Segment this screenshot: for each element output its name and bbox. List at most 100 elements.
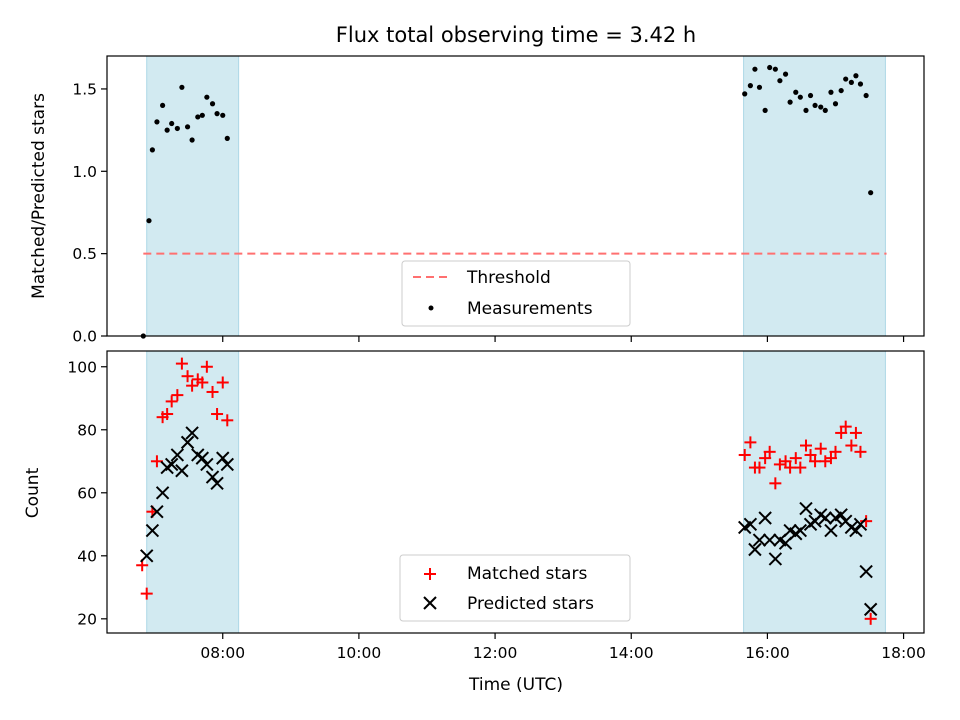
count-y-axis-label: Count — [23, 467, 43, 518]
predicted-star-point — [863, 602, 878, 617]
predicted-star-point — [818, 511, 832, 525]
count-panel-frame — [106, 350, 925, 634]
matched-star-point — [186, 379, 199, 392]
matched-star-point — [753, 461, 766, 474]
predicted-star-point — [210, 476, 224, 491]
measurement-point — [189, 137, 195, 143]
ratio-y-tick-label: 0.0 — [72, 328, 97, 346]
predicted-star-point — [205, 470, 220, 484]
measurement-point — [843, 76, 849, 82]
matched-star-point — [738, 448, 751, 461]
count-y-tick-label: 40 — [77, 547, 97, 565]
ratio-y-tick-label: 1.0 — [72, 163, 97, 181]
measurement-point — [828, 89, 834, 95]
predicted-star-point — [748, 542, 762, 557]
x-tick-label: 18:00 — [881, 644, 926, 662]
measurement-point — [174, 125, 180, 132]
matched-star-point — [211, 408, 224, 421]
ratio-y-tick-label: 1.5 — [72, 80, 97, 98]
predicted-legend-label: Predicted stars — [467, 594, 594, 614]
measurement-point — [146, 218, 152, 224]
predicted-star-point — [155, 486, 170, 500]
measurement-point — [797, 94, 803, 100]
measurement-point — [179, 84, 185, 90]
matched-star-point — [150, 455, 163, 468]
measurement-point — [756, 84, 763, 90]
threshold-legend-label: Threshold — [466, 268, 551, 288]
ratio-panel: 0.0 0.5 1.0 1.5 Matched/Predicted stars Thr… — [29, 55, 925, 346]
count-legend: Matched stars Predicted stars — [399, 554, 631, 622]
matched-star-point — [845, 439, 858, 452]
predicted-star-point — [824, 523, 838, 538]
predicted-star-point — [220, 457, 234, 472]
measurement-point — [762, 107, 768, 113]
matched-star-point — [744, 436, 757, 449]
chart-title: Flux total observing time = 3.42 h — [336, 23, 696, 47]
count-y-tick-label: 100 — [67, 358, 97, 376]
measurement-point — [154, 119, 160, 125]
matched-star-point — [824, 452, 837, 465]
ratio-shaded-interval-2 — [743, 55, 886, 337]
matched-star-point — [784, 461, 797, 474]
predicted-star-point — [216, 451, 230, 465]
measurement-point — [220, 112, 226, 118]
predicted-star-point — [853, 517, 868, 532]
measurement-point — [169, 120, 175, 127]
measurement-point — [838, 87, 844, 94]
measurement-point — [160, 102, 166, 109]
measurement-point — [742, 91, 748, 97]
predicted-star-point — [834, 508, 848, 522]
matched-star-point — [835, 426, 848, 439]
x-tick-label: 08:00 — [200, 644, 245, 662]
measurement-point — [747, 83, 753, 89]
measurement-point — [164, 127, 170, 133]
matched-star-point — [763, 445, 776, 458]
ratio-y-tick-label: 0.5 — [72, 245, 97, 263]
measurement-point — [787, 99, 793, 105]
predicted-star-point — [195, 451, 210, 465]
measurement-point — [812, 102, 818, 109]
measurement-point — [857, 81, 864, 87]
predicted-star-point — [180, 435, 195, 450]
predicted-star-point — [185, 426, 199, 440]
matched-star-point — [839, 420, 852, 433]
matched-star-point — [849, 426, 862, 439]
predicted-star-point — [170, 448, 185, 462]
measurements-legend-swatch — [428, 305, 434, 311]
matched-star-point — [769, 477, 782, 490]
count-y-tick-label: 80 — [77, 421, 97, 439]
ratio-legend: Threshold Measurements — [401, 260, 631, 327]
measurement-point — [863, 92, 869, 99]
matched-star-point — [165, 395, 178, 408]
measurement-point — [818, 104, 824, 110]
predicted-star-point — [164, 457, 179, 472]
matched-star-point — [196, 376, 209, 389]
measurement-point — [224, 135, 230, 141]
predicted-star-point — [175, 464, 189, 478]
matched-star-point — [200, 360, 213, 373]
matched-star-point — [161, 408, 174, 421]
count-shaded-interval-2 — [743, 350, 886, 634]
measurement-point — [149, 147, 155, 153]
predicted-star-point — [743, 517, 758, 532]
measurement-point — [214, 111, 220, 117]
predicted-star-point — [150, 504, 164, 519]
count-panel: 20 40 60 80 100 08:00 10:00 12:00 14:00 16:00 18:… — [23, 350, 926, 695]
x-tick-label: 12:00 — [473, 644, 518, 662]
matched-star-point — [175, 357, 188, 370]
count-y-tick-label: 20 — [77, 610, 97, 628]
measurement-point — [807, 92, 814, 99]
ratio-y-axis-label: Matched/Predicted stars — [29, 93, 49, 299]
predicted-legend-swatch — [423, 596, 437, 610]
matched-star-point — [759, 452, 772, 465]
predicted-star-point — [768, 552, 783, 566]
x-tick-label: 14:00 — [609, 644, 654, 662]
measurement-point — [184, 124, 191, 130]
predicted-star-point — [752, 533, 767, 547]
matched-star-point — [814, 442, 827, 455]
matched-star-point — [794, 461, 807, 474]
x-tick-label: 16:00 — [745, 644, 790, 662]
measurement-point — [793, 89, 799, 95]
measurement-point — [868, 190, 874, 196]
